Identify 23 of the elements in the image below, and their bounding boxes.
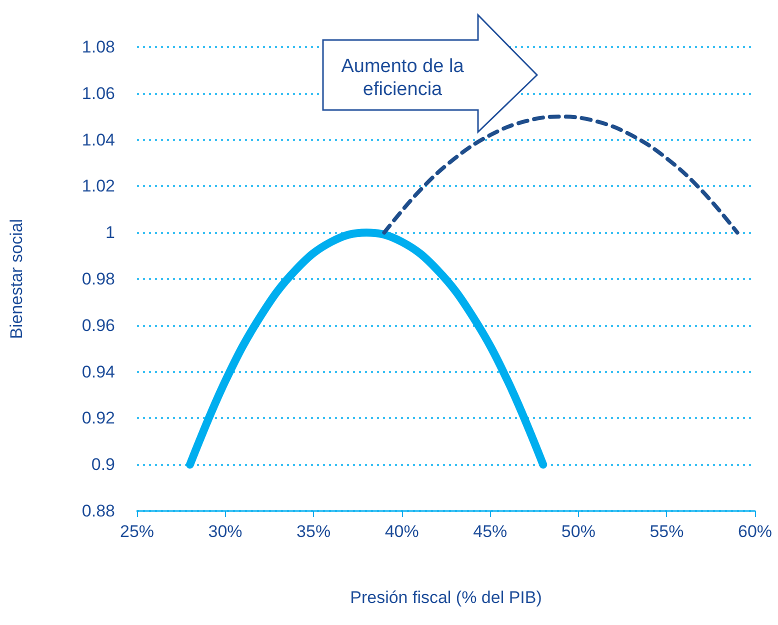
y-tick-label: 0.98 bbox=[82, 270, 115, 288]
y-tick-label: 0.9 bbox=[91, 455, 115, 474]
annotation: Aumento de la eficiencia bbox=[340, 55, 465, 101]
x-tick-label: 50% bbox=[561, 522, 596, 541]
x-tick-label: 60% bbox=[738, 522, 772, 541]
x-tick-label: 55% bbox=[650, 522, 684, 541]
x-tick-label: 25% bbox=[120, 522, 154, 541]
x-axis-title: Presión fiscal (% del PIB) bbox=[350, 588, 542, 607]
x-tick-label: 45% bbox=[473, 522, 508, 541]
y-tick-label: 0.96 bbox=[82, 316, 115, 335]
x-tick-label: 30% bbox=[208, 522, 242, 541]
x-tick-label: 40% bbox=[384, 522, 419, 541]
y-tick-label: 1.08 bbox=[82, 38, 115, 56]
y-axis-title: Bienestar social bbox=[7, 218, 26, 340]
x-tick-label: 35% bbox=[296, 522, 331, 541]
y-tick-label: 1 bbox=[106, 223, 115, 242]
y-tick-label: 0.94 bbox=[82, 362, 115, 382]
line-series bbox=[382, 114, 740, 235]
y-tick-label: 1.02 bbox=[82, 176, 115, 196]
y-tick-label: 0.92 bbox=[82, 408, 115, 428]
y-tick-label: 1.04 bbox=[82, 130, 115, 150]
y-tick-label: 1.06 bbox=[82, 84, 115, 103]
y-tick-label: 0.88 bbox=[82, 502, 115, 520]
